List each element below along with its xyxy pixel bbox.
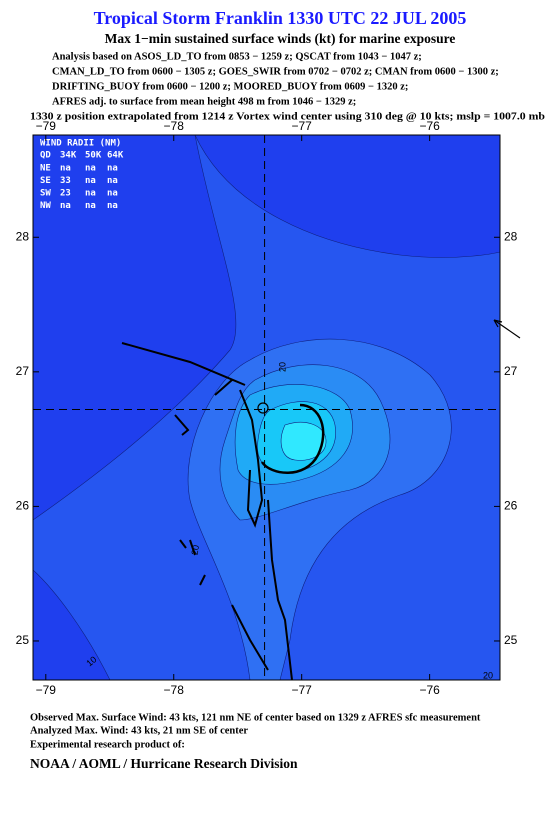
wind-radii-header: 50K [85,151,102,161]
y-tick-label: 27 [16,364,30,378]
x-tick-label: −76 [419,119,440,133]
wind-radii-cell: na [85,189,96,199]
wind-radii-cell: na [85,164,96,174]
title: Tropical Storm Franklin 1330 UTC 22 JUL … [94,8,467,28]
storm-center [257,402,269,414]
wind-radii-title: WIND RADII (NM) [40,139,121,149]
wind-radii-cell: na [107,164,118,174]
x-tick-label: −77 [292,119,313,133]
y-tick-label: 26 [16,499,30,513]
x-tick-label: −79 [36,683,57,697]
y-tick-label: 27 [504,364,518,378]
contour-label: 10 [84,654,98,668]
wind-radii-cell: na [60,164,71,174]
wind-radii-header: QD [40,151,51,161]
y-tick-label: 26 [504,499,518,513]
org: NOAA / AOML / Hurricane Research Divisio… [30,756,298,771]
contour-label: 20 [277,362,287,372]
subtitle: Max 1−min sustained surface winds (kt) f… [105,31,456,46]
wind-field [33,135,500,680]
wind-radii-header: 34K [60,151,77,161]
footer-line: Analyzed Max. Wind: 43 kts, 21 nm SE of … [30,725,248,736]
x-tick-label: −79 [36,119,57,133]
wind-radii-cell: na [85,201,96,211]
wind-radii-header: 64K [107,151,124,161]
analysis-line: AFRES adj. to surface from mean height 4… [52,96,356,107]
wind-radii-cell: na [107,176,118,186]
coastline [174,379,293,680]
wind-radii-cell: NW [40,201,51,211]
contour-label: 20 [483,670,493,680]
wind-radii-cell: NE [40,164,51,174]
x-tick-label: −78 [164,119,185,133]
x-tick-label: −76 [419,683,440,697]
wind-radii-cell: na [60,201,71,211]
wind-radii-cell: 33 [60,176,71,186]
y-tick-label: 25 [504,633,518,647]
wind-radii-cell: SW [40,189,51,199]
plot-frame [32,134,501,681]
y-tick-label: 28 [16,229,30,243]
wind-radii-cell: na [85,176,96,186]
arrow [493,319,521,339]
track [121,342,246,386]
wind-radii-cell: na [107,201,118,211]
y-tick-label: 25 [16,633,30,647]
footer-line: Observed Max. Surface Wind: 43 kts, 121 … [30,712,481,723]
wind-radii-cell: na [107,189,118,199]
analysis-line: 1330 z position extrapolated from 1214 z… [30,111,545,122]
wind-radii-cell: 23 [60,189,71,199]
y-tick-label: 28 [504,229,518,243]
contour-34kt [260,403,325,474]
contour-label: 20 [189,544,201,556]
x-tick-label: −77 [292,683,313,697]
x-tick-label: −78 [164,683,185,697]
wind-radii-cell: SE [40,176,51,186]
analysis-line: CMAN_LD_TO from 0600 − 1305 z; GOES_SWIR… [52,66,499,77]
analysis-line: Analysis based on ASOS_LD_TO from 0853 −… [52,51,422,62]
footer-line: Experimental research product of: [30,739,185,750]
analysis-line: DRIFTING_BUOY from 0600 − 1200 z; MOORED… [52,81,408,92]
